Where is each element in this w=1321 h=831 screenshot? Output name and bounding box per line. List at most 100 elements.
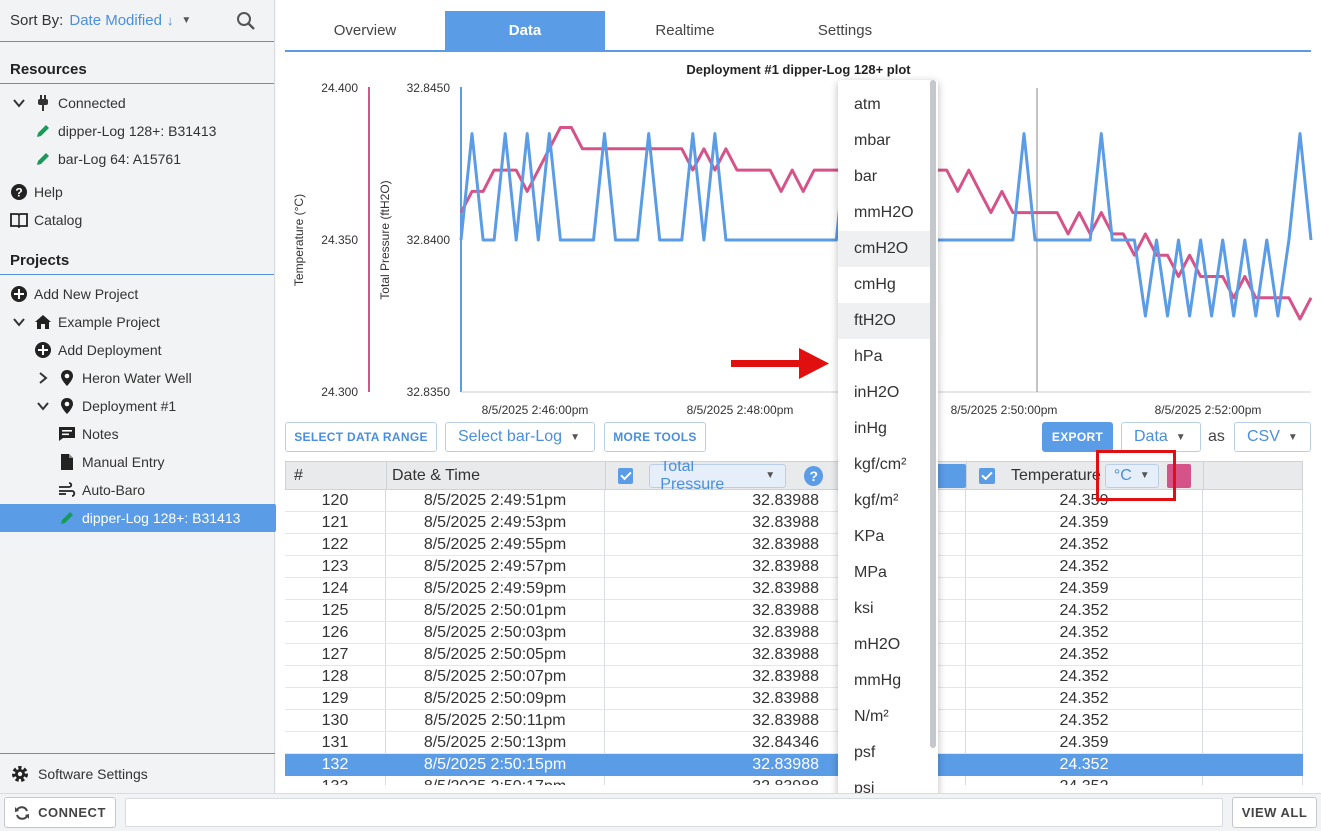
sort-value[interactable]: Date Modified xyxy=(69,12,162,29)
status-field[interactable] xyxy=(125,798,1223,827)
tab-overview[interactable]: Overview xyxy=(333,22,397,39)
tree-item-connected[interactable]: Connected xyxy=(10,89,126,117)
table-row[interactable]: 124 8/5/2025 2:49:59pm 32.83988 24.359 xyxy=(285,578,1303,600)
temperature-checkbox[interactable] xyxy=(979,467,995,484)
pressure-unit-select[interactable]: Total Pressure ▼ xyxy=(649,461,787,493)
software-settings-label: Software Settings xyxy=(38,765,148,782)
chevron-down-icon[interactable]: ▼ xyxy=(181,15,192,26)
notes-item[interactable]: Notes xyxy=(58,420,119,448)
table-row[interactable]: 127 8/5/2025 2:50:05pm 32.83988 24.352 xyxy=(285,644,1303,666)
select-barlog-dropdown[interactable]: Select bar-Log ▼ xyxy=(445,422,595,452)
unit-option[interactable]: inHg xyxy=(854,420,887,437)
pressure-checkbox[interactable] xyxy=(618,467,634,484)
search-icon[interactable] xyxy=(236,11,256,31)
table-row[interactable]: 131 8/5/2025 2:50:13pm 32.84346 24.359 xyxy=(285,732,1303,754)
x-tick-label: 8/5/2025 2:50:00pm xyxy=(951,403,1058,417)
unit-option[interactable]: psf xyxy=(854,744,876,761)
unit-option[interactable]: psi xyxy=(854,780,875,797)
col-header-temperature: Temperature °C ▼ xyxy=(967,462,1204,489)
temperature-unit-select[interactable]: °C ▼ xyxy=(1104,463,1159,488)
unit-option[interactable]: mbar xyxy=(854,132,891,149)
unit-option[interactable]: cmHg xyxy=(854,276,896,293)
sort-bar[interactable]: Sort By: Date Modified ↓ ▼ xyxy=(0,0,274,42)
tab-data[interactable]: Data xyxy=(445,11,605,50)
tab-settings[interactable]: Settings xyxy=(817,22,873,39)
manual-entry-item[interactable]: Manual Entry xyxy=(58,448,164,476)
temperature-header-label: Temperature xyxy=(1011,466,1101,484)
device-item[interactable]: bar-Log 64: A15761 xyxy=(34,145,181,173)
chevron-down-icon[interactable] xyxy=(10,313,28,331)
main-panel: Overview Data Realtime Settings Deployme… xyxy=(276,0,1321,793)
tab-realtime[interactable]: Realtime xyxy=(655,22,715,39)
table-cell: 32.83988 xyxy=(605,556,966,578)
help-icon[interactable]: ? xyxy=(804,465,824,486)
scrollbar[interactable] xyxy=(930,80,936,748)
deployment-item[interactable]: Deployment #1 xyxy=(34,392,176,420)
table-cell: 32.83988 xyxy=(605,666,966,688)
plus-circle-icon xyxy=(10,285,28,303)
more-tools-button[interactable]: MORE TOOLS xyxy=(604,422,706,452)
temperature-color-swatch[interactable] xyxy=(1166,463,1191,488)
select-data-range-button[interactable]: SELECT DATA RANGE xyxy=(285,422,437,452)
unit-option[interactable]: KPa xyxy=(854,528,885,545)
unit-option[interactable]: hPa xyxy=(854,348,883,365)
export-button[interactable]: EXPORT xyxy=(1042,422,1113,452)
table-row[interactable]: 130 8/5/2025 2:50:11pm 32.83988 24.352 xyxy=(285,710,1303,732)
unit-option[interactable]: kgf/m² xyxy=(854,492,899,509)
col-header-datetime[interactable]: Date & Time xyxy=(387,462,606,489)
table-row[interactable]: 122 8/5/2025 2:49:55pm 32.83988 24.352 xyxy=(285,534,1303,556)
project-item[interactable]: Example Project xyxy=(10,308,160,336)
table-cell-empty xyxy=(1203,754,1303,776)
chevron-down-icon[interactable] xyxy=(34,397,52,415)
unit-option[interactable]: bar xyxy=(854,168,878,185)
table-row[interactable]: 129 8/5/2025 2:50:09pm 32.83988 24.352 xyxy=(285,688,1303,710)
table-row[interactable]: 128 8/5/2025 2:50:07pm 32.83988 24.352 xyxy=(285,666,1303,688)
view-all-button[interactable]: VIEW ALL xyxy=(1232,797,1317,828)
table-header: # Date & Time Total Pressure ▼ ? Temperat… xyxy=(285,461,1303,493)
export-format-select[interactable]: CSV ▼ xyxy=(1234,422,1311,452)
connect-button[interactable]: CONNECT xyxy=(4,797,116,828)
unit-option[interactable]: N/m² xyxy=(854,708,889,725)
unit-option[interactable]: cmH2O xyxy=(838,231,930,267)
unit-option[interactable]: ksi xyxy=(854,600,874,617)
catalog-label: Catalog xyxy=(34,212,83,228)
export-type-value: Data xyxy=(1134,428,1168,445)
unit-option[interactable]: kgf/cm² xyxy=(854,456,907,473)
auto-baro-item[interactable]: Auto-Baro xyxy=(58,476,145,504)
unit-option[interactable]: mmH2O xyxy=(854,204,914,221)
table-row[interactable]: 126 8/5/2025 2:50:03pm 32.83988 24.352 xyxy=(285,622,1303,644)
table-row[interactable]: 121 8/5/2025 2:49:53pm 32.83988 24.359 xyxy=(285,512,1303,534)
unit-option[interactable]: atm xyxy=(854,96,881,113)
location-label: Heron Water Well xyxy=(82,370,192,386)
add-deployment-item[interactable]: Add Deployment xyxy=(34,336,162,364)
document-icon xyxy=(58,453,76,471)
export-type-select[interactable]: Data ▼ xyxy=(1121,422,1201,452)
chevron-right-icon[interactable] xyxy=(34,369,52,387)
device-item[interactable]: dipper-Log 128+: B31413 xyxy=(34,117,216,145)
table-row[interactable]: 123 8/5/2025 2:49:57pm 32.83988 24.352 xyxy=(285,556,1303,578)
table-cell-empty xyxy=(1203,710,1303,732)
export-format-value: CSV xyxy=(1247,428,1280,445)
unit-option[interactable]: inH2O xyxy=(854,384,900,401)
add-project-item[interactable]: Add New Project xyxy=(10,280,138,308)
help-item[interactable]: ? Help xyxy=(10,178,63,206)
connected-label: Connected xyxy=(58,95,126,111)
unit-option[interactable]: MPa xyxy=(854,564,887,581)
sort-direction-icon[interactable]: ↓ xyxy=(166,13,174,28)
catalog-item[interactable]: Catalog xyxy=(10,206,82,234)
table-row[interactable]: 132 8/5/2025 2:50:15pm 32.83988 24.352 xyxy=(285,754,1303,776)
software-settings-item[interactable]: Software Settings xyxy=(0,753,275,793)
table-cell: 24.359 xyxy=(966,578,1203,600)
svg-text:?: ? xyxy=(15,186,22,200)
chevron-down-icon[interactable] xyxy=(10,94,28,112)
pressure-color-swatch[interactable] xyxy=(937,463,966,488)
unit-option[interactable]: mmHg xyxy=(854,672,902,689)
selected-device-item[interactable]: dipper-Log 128+: B31413 xyxy=(0,504,275,532)
location-item[interactable]: Heron Water Well xyxy=(34,364,192,392)
unit-option[interactable]: mH2O xyxy=(854,636,901,653)
y2-tick-label: 32.8400 xyxy=(407,233,451,247)
unit-option[interactable]: ftH2O xyxy=(838,303,930,339)
table-cell: 24.359 xyxy=(966,732,1203,754)
table-row[interactable]: 125 8/5/2025 2:50:01pm 32.83988 24.352 xyxy=(285,600,1303,622)
